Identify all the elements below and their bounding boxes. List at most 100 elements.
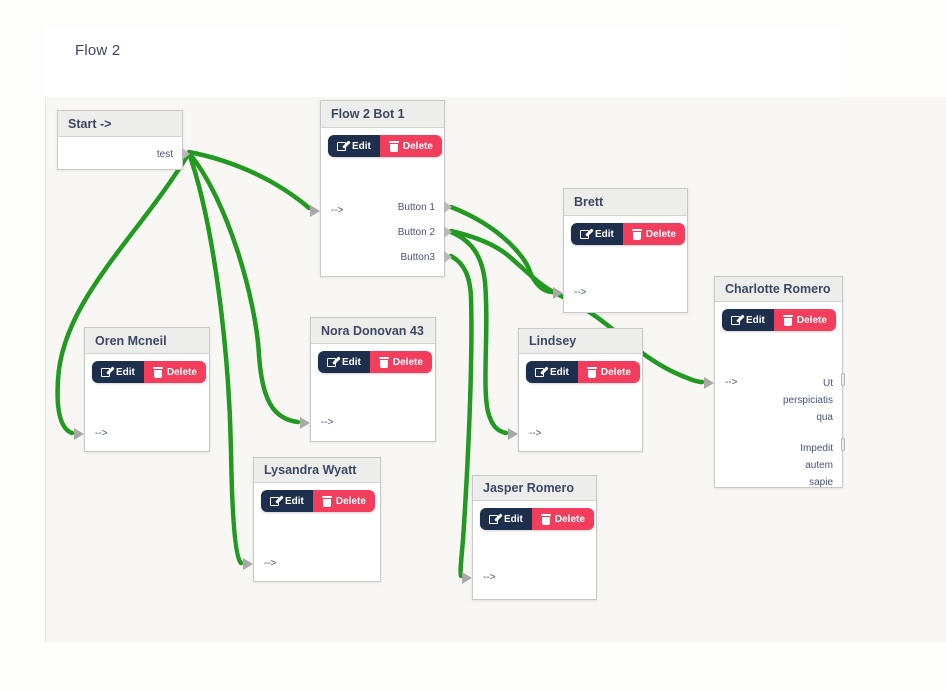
- input-arrow-icon[interactable]: [310, 205, 320, 217]
- trash-icon: [586, 366, 597, 378]
- node-actions: Edit Delete: [261, 490, 375, 512]
- node-header[interactable]: Jasper Romero: [473, 476, 596, 501]
- input-port-label: -->: [264, 558, 277, 569]
- node-actions: Edit Delete: [328, 135, 442, 157]
- trash-icon: [631, 228, 642, 240]
- output-port-triangle-icon[interactable]: [444, 201, 452, 213]
- edit-button-label: Edit: [550, 366, 569, 378]
- node-title: Lysandra Wyatt: [264, 463, 357, 477]
- input-arrow-icon[interactable]: [553, 287, 563, 299]
- node-title: Nora Donovan 43: [321, 323, 424, 338]
- node-header[interactable]: Brett: [564, 189, 687, 216]
- edit-button[interactable]: Edit: [722, 309, 774, 331]
- input-arrow-icon[interactable]: [300, 417, 310, 429]
- edit-button[interactable]: Edit: [526, 361, 578, 383]
- edit-button[interactable]: Edit: [261, 490, 313, 512]
- output-port-triangle-icon[interactable]: [444, 251, 452, 263]
- flow-header-bar: Flow 2: [45, 28, 841, 97]
- node-header[interactable]: Start ->: [58, 111, 182, 137]
- edit-button[interactable]: Edit: [328, 135, 380, 157]
- node-oren[interactable]: Oren Mcneil Edit Delete -->: [74, 327, 210, 452]
- delete-button[interactable]: Delete: [773, 309, 836, 331]
- node-header[interactable]: Lysandra Wyatt: [254, 458, 380, 483]
- node-actions: Edit Delete: [480, 508, 594, 530]
- node-title: Charlotte Romero: [725, 282, 831, 296]
- delete-button[interactable]: Delete: [622, 223, 685, 245]
- node-header[interactable]: Charlotte Romero: [715, 277, 842, 302]
- node-title: Brett: [574, 195, 604, 209]
- input-port-label: -->: [529, 428, 542, 439]
- delete-button-label: Delete: [796, 314, 827, 326]
- node-actions: Edit Delete: [526, 361, 640, 383]
- node-title: Lindsey: [529, 334, 577, 348]
- delete-button[interactable]: Delete: [531, 508, 594, 530]
- edit-icon: [731, 315, 742, 325]
- node-title: Jasper Romero: [483, 481, 575, 495]
- delete-button[interactable]: Delete: [143, 361, 206, 383]
- node-header[interactable]: Lindsey: [519, 329, 642, 354]
- edit-button[interactable]: Edit: [480, 508, 532, 530]
- trash-icon: [540, 513, 551, 525]
- edit-button[interactable]: Edit: [571, 223, 623, 245]
- node-start[interactable]: Start -> test: [57, 110, 190, 170]
- trash-icon: [388, 140, 399, 152]
- node-actions: Edit Delete: [571, 223, 685, 245]
- output-port-triangle-icon[interactable]: [444, 226, 452, 238]
- input-port-label: -->: [95, 428, 108, 439]
- delete-button-label: Delete: [402, 140, 433, 152]
- node-nora[interactable]: Nora Donovan 43 Edit Delete -->: [300, 317, 436, 442]
- edit-icon: [580, 229, 591, 239]
- output-port-label: Ut perspiciatis qua: [782, 378, 833, 423]
- input-arrow-icon[interactable]: [243, 558, 253, 570]
- edit-button-label: Edit: [285, 495, 304, 507]
- delete-button[interactable]: Delete: [379, 135, 442, 157]
- node-actions: Edit Delete: [722, 309, 836, 331]
- input-arrow-icon[interactable]: [508, 428, 518, 440]
- output-port-label: Button 1: [397, 202, 435, 213]
- node-flow2bot1[interactable]: Flow 2 Bot 1 Edit Delete --> Button 1 Button …: [310, 100, 452, 277]
- edit-icon: [535, 367, 546, 377]
- input-arrow-icon[interactable]: [462, 572, 472, 584]
- edit-button-label: Edit: [352, 140, 371, 152]
- delete-button[interactable]: Delete: [369, 351, 432, 373]
- node-lindsey[interactable]: Lindsey Edit Delete -->: [508, 328, 643, 452]
- edit-icon: [270, 496, 281, 506]
- node-lysandra[interactable]: Lysandra Wyatt Edit Delete -->: [243, 457, 381, 582]
- delete-button-label: Delete: [600, 366, 631, 378]
- trash-icon: [378, 356, 389, 368]
- node-actions: Edit Delete: [318, 351, 432, 373]
- node-header[interactable]: Nora Donovan 43: [311, 318, 435, 344]
- trash-icon: [782, 314, 793, 326]
- output-port-tab[interactable]: [841, 438, 845, 451]
- edit-button[interactable]: Edit: [92, 361, 144, 383]
- node-title: Flow 2 Bot 1: [331, 107, 405, 121]
- delete-button-label: Delete: [335, 495, 366, 507]
- input-arrow-icon[interactable]: [704, 377, 714, 389]
- input-arrow-icon[interactable]: [74, 428, 84, 440]
- node-brett[interactable]: Brett Edit Delete -->: [553, 188, 688, 313]
- edit-button-label: Edit: [595, 228, 614, 240]
- node-actions: Edit Delete: [92, 361, 206, 383]
- output-port-label: Button 2: [397, 227, 435, 238]
- delete-button[interactable]: Delete: [577, 361, 640, 383]
- output-port-tab[interactable]: [841, 373, 845, 386]
- input-port-label: -->: [725, 377, 738, 388]
- delete-button[interactable]: Delete: [312, 490, 375, 512]
- node-header[interactable]: Flow 2 Bot 1: [321, 101, 444, 128]
- input-port-label: -->: [574, 287, 587, 298]
- trash-icon: [321, 495, 332, 507]
- edit-icon: [327, 357, 338, 367]
- node-header[interactable]: Oren Mcneil: [85, 328, 209, 354]
- edit-icon: [101, 367, 112, 377]
- delete-button-label: Delete: [554, 513, 585, 525]
- edit-button[interactable]: Edit: [318, 351, 370, 373]
- edit-button-label: Edit: [504, 513, 523, 525]
- node-jasper[interactable]: Jasper Romero Edit Delete -->: [462, 475, 597, 600]
- output-port-triangle-icon[interactable]: [182, 148, 190, 160]
- edit-button-label: Edit: [342, 356, 361, 368]
- edit-icon: [337, 141, 348, 151]
- node-charlotte[interactable]: Charlotte Romero Edit Delete --> Ut perspicia…: [704, 276, 845, 488]
- edit-icon: [489, 514, 500, 524]
- edit-button-label: Edit: [116, 366, 135, 378]
- input-port-label: -->: [321, 417, 334, 428]
